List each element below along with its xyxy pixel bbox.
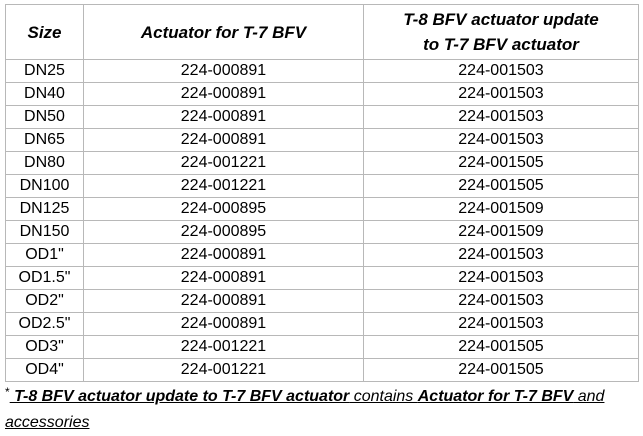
actuator-table: Size Actuator for T-7 BFV T-8 BFV actuat…: [5, 4, 639, 382]
cell-t8-part: 224-001503: [363, 128, 639, 152]
cell-t7-part: 224-000891: [83, 82, 364, 106]
header-row: Size Actuator for T-7 BFV T-8 BFV actuat…: [5, 4, 639, 60]
footnote-t8-update: T-8 BFV actuator update to T-7 BFV actua…: [9, 388, 350, 405]
cell-t7-part: 224-001221: [83, 335, 364, 359]
table-row: DN125 224-000895 224-001509: [5, 197, 639, 221]
cell-t7-part: 224-000891: [83, 59, 364, 83]
cell-t7-part: 224-000891: [83, 105, 364, 129]
cell-t8-part: 224-001505: [363, 174, 639, 198]
cell-t8-part: 224-001503: [363, 59, 639, 83]
cell-t7-part: 224-000895: [83, 197, 364, 221]
cell-size: DN80: [5, 151, 84, 175]
cell-t8-part: 224-001505: [363, 151, 639, 175]
footnote-accessories: and accessories: [5, 388, 605, 431]
cell-size: OD1": [5, 243, 84, 267]
cell-size: DN50: [5, 105, 84, 129]
cell-t7-part: 224-000895: [83, 220, 364, 244]
cell-t8-part: 224-001509: [363, 220, 639, 244]
cell-size: DN150: [5, 220, 84, 244]
cell-size: DN25: [5, 59, 84, 83]
header-t7-actuator: Actuator for T-7 BFV: [83, 4, 364, 60]
cell-t8-part: 224-001503: [363, 243, 639, 267]
cell-t7-part: 224-000891: [83, 243, 364, 267]
table-row: DN100 224-001221 224-001505: [5, 174, 639, 198]
table-row: DN25 224-000891 224-001503: [5, 59, 639, 83]
cell-size: OD1.5": [5, 266, 84, 290]
cell-t8-part: 224-001505: [363, 358, 639, 382]
table-row: OD4" 224-001221 224-001505: [5, 358, 639, 382]
cell-size: OD3": [5, 335, 84, 359]
cell-size: OD2": [5, 289, 84, 313]
header-t8-line2: to T-7 BFV actuator: [423, 35, 579, 54]
table-row: OD2.5" 224-000891 224-001503: [5, 312, 639, 336]
document-page: Size Actuator for T-7 BFV T-8 BFV actuat…: [5, 4, 639, 436]
cell-t8-part: 224-001503: [363, 266, 639, 290]
table-row: DN150 224-000895 224-001509: [5, 220, 639, 244]
header-t8-line1: T-8 BFV actuator update: [403, 10, 599, 29]
cell-t7-part: 224-001221: [83, 174, 364, 198]
cell-t7-part: 224-000891: [83, 266, 364, 290]
footnote-asterisk: *: [5, 385, 10, 399]
cell-t7-part: 224-000891: [83, 128, 364, 152]
cell-t8-part: 224-001503: [363, 289, 639, 313]
footnote-contains: contains: [349, 388, 418, 405]
cell-t8-part: 224-001503: [363, 312, 639, 336]
table-row: DN80 224-001221 224-001505: [5, 151, 639, 175]
cell-size: DN125: [5, 197, 84, 221]
table-row: DN40 224-000891 224-001503: [5, 82, 639, 106]
footnote: * T-8 BFV actuator update to T-7 BFV act…: [5, 384, 638, 436]
cell-t7-part: 224-001221: [83, 151, 364, 175]
cell-t8-part: 224-001509: [363, 197, 639, 221]
cell-size: DN65: [5, 128, 84, 152]
table-row: DN50 224-000891 224-001503: [5, 105, 639, 129]
cell-t8-part: 224-001503: [363, 82, 639, 106]
cell-t8-part: 224-001505: [363, 335, 639, 359]
table-body: DN25 224-000891 224-001503 DN40 224-0008…: [5, 59, 639, 382]
cell-t7-part: 224-001221: [83, 358, 364, 382]
header-size: Size: [5, 4, 84, 60]
table-row: OD3" 224-001221 224-001505: [5, 335, 639, 359]
header-t8-update: T-8 BFV actuator update to T-7 BFV actua…: [363, 4, 639, 60]
cell-t8-part: 224-001503: [363, 105, 639, 129]
table-row: OD2" 224-000891 224-001503: [5, 289, 639, 313]
cell-t7-part: 224-000891: [83, 289, 364, 313]
footnote-t7-actuator: Actuator for T-7 BFV: [417, 388, 574, 405]
cell-size: DN40: [5, 82, 84, 106]
table-row: OD1" 224-000891 224-001503: [5, 243, 639, 267]
cell-size: DN100: [5, 174, 84, 198]
cell-size: OD2.5": [5, 312, 84, 336]
table-row: OD1.5" 224-000891 224-001503: [5, 266, 639, 290]
table-row: DN65 224-000891 224-001503: [5, 128, 639, 152]
cell-t7-part: 224-000891: [83, 312, 364, 336]
cell-size: OD4": [5, 358, 84, 382]
